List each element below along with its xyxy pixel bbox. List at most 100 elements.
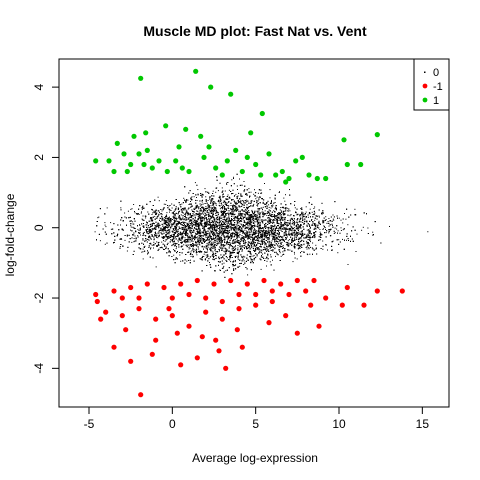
- series-0-point: [296, 258, 298, 260]
- series-0-point: [213, 219, 215, 221]
- series-0-point: [250, 255, 252, 257]
- series-0-point: [260, 268, 262, 270]
- series-0-point: [259, 208, 261, 210]
- series-0-point: [238, 225, 240, 227]
- series-0-point: [254, 227, 255, 229]
- series-0-point: [278, 212, 280, 214]
- series-0-point: [119, 246, 121, 247]
- series-0-point: [347, 264, 349, 265]
- series-0-point: [124, 212, 126, 214]
- series-0-point: [245, 235, 247, 237]
- series-0-point: [196, 254, 198, 256]
- series-0-point: [212, 225, 213, 227]
- series-0-point: [211, 250, 213, 252]
- series-0-point: [183, 197, 185, 199]
- series-0-point: [302, 235, 304, 237]
- series-0-point: [208, 228, 210, 230]
- series-0-point: [226, 183, 228, 185]
- series-0-point: [301, 224, 302, 226]
- series-0-point: [333, 233, 335, 234]
- series-0-point: [217, 238, 219, 240]
- series-0-point: [235, 202, 237, 204]
- series-0-point: [274, 248, 276, 250]
- series-0-point: [256, 247, 258, 248]
- series-0-point: [340, 227, 342, 229]
- series-0-point: [223, 262, 225, 264]
- series-0-point: [337, 230, 339, 232]
- series-0-point: [228, 250, 230, 252]
- series-0-point: [198, 218, 199, 220]
- series-0-point: [233, 195, 235, 197]
- series-0-point: [168, 205, 170, 207]
- series-0-point: [168, 217, 170, 219]
- series-0-point: [292, 261, 294, 263]
- series-0-point: [293, 244, 295, 246]
- series-0-point: [178, 215, 180, 217]
- series-0-point: [208, 236, 209, 238]
- series-0-point: [232, 236, 234, 238]
- series-0-point: [205, 251, 207, 253]
- series-0-point: [134, 235, 136, 237]
- series-0-point: [165, 229, 167, 231]
- series-0-point: [210, 245, 212, 247]
- series-0-point: [189, 239, 191, 241]
- series-0-point: [189, 241, 191, 243]
- series-0-point: [252, 220, 254, 222]
- series-0-point: [139, 227, 141, 229]
- series-0-point: [163, 218, 165, 220]
- series-0-point: [311, 219, 313, 220]
- series-0-point: [318, 216, 320, 218]
- series-0-point: [159, 211, 160, 213]
- series-0-point: [325, 232, 327, 234]
- series-0-point: [211, 241, 213, 243]
- series-0-point: [189, 245, 191, 247]
- series-0-point: [99, 240, 101, 242]
- series-0-point: [174, 229, 176, 231]
- series-0-point: [226, 235, 228, 237]
- series-0-point: [207, 255, 209, 257]
- series-0-point: [207, 230, 209, 232]
- series-0-point: [245, 219, 247, 221]
- series-0-point: [323, 222, 325, 224]
- series-0-point: [217, 212, 219, 213]
- series-0-point: [309, 208, 311, 210]
- series-0-point: [215, 257, 217, 259]
- series-0-point: [165, 216, 167, 218]
- series-0-point: [328, 225, 330, 227]
- series-0-point: [250, 248, 252, 250]
- series-0-point: [212, 204, 214, 206]
- series-0-point: [193, 222, 195, 224]
- series-0-point: [297, 222, 298, 224]
- series-0-point: [238, 224, 239, 226]
- series-0-point: [207, 219, 209, 221]
- series-0-point: [269, 235, 270, 236]
- series-0-point: [157, 245, 159, 246]
- series-0-point: [133, 241, 135, 243]
- series-0-point: [236, 203, 237, 205]
- series-0-point: [134, 240, 136, 242]
- series-0-point: [161, 241, 163, 243]
- series-0-point: [207, 221, 209, 222]
- series-0-point: [258, 209, 260, 211]
- series-0-point: [205, 206, 207, 208]
- series-0-point: [171, 244, 173, 246]
- series-0-point: [138, 214, 140, 215]
- series-0-point: [169, 251, 171, 252]
- series-0-point: [204, 242, 205, 243]
- series-0-point: [110, 222, 112, 224]
- series-0-point: [283, 239, 285, 241]
- series-0-point: [184, 237, 186, 239]
- series-0-point: [238, 232, 240, 234]
- series-0-point: [264, 237, 266, 239]
- series-0-point: [169, 222, 171, 223]
- series-0-point: [238, 201, 240, 203]
- series-0-point: [296, 232, 297, 234]
- series-0-point: [222, 214, 223, 216]
- series-0-point: [279, 252, 281, 254]
- series-0-point: [281, 241, 283, 243]
- series-0-point: [195, 241, 197, 243]
- series-0-point: [212, 241, 214, 243]
- series-0-point: [307, 239, 309, 240]
- series-0-point: [208, 217, 210, 219]
